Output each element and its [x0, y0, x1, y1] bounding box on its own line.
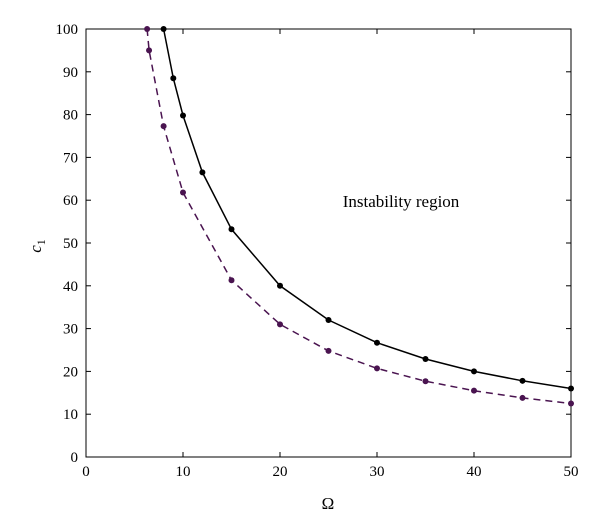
- series-2-point: [277, 321, 283, 328]
- series-2-point: [568, 400, 574, 407]
- x-tick-label: 40: [467, 464, 482, 480]
- series-1-point: [471, 368, 477, 375]
- y-tick-label: 50: [63, 236, 78, 252]
- y-tick-label: 30: [63, 322, 78, 338]
- series-1-point: [519, 377, 526, 384]
- series-1-point: [180, 112, 186, 119]
- annotation-instability-region: Instability region: [343, 192, 460, 211]
- series-1-point: [170, 75, 177, 82]
- series-2-point: [228, 277, 235, 284]
- series-2-line: [146, 28, 572, 405]
- series-2-point: [374, 365, 380, 372]
- series-2-point: [144, 26, 151, 32]
- y-axis-label: c1: [26, 239, 48, 253]
- y-tick-label: 0: [71, 450, 79, 466]
- series-1-point: [228, 226, 235, 233]
- y-tick-label: 20: [63, 364, 78, 380]
- x-axis-label: Ω: [322, 494, 335, 513]
- series-2-point: [325, 347, 332, 354]
- series-2-point: [180, 189, 186, 196]
- series-1-point: [160, 26, 167, 32]
- x-tick-label: 20: [273, 464, 288, 480]
- series-1-point: [277, 282, 283, 289]
- y-tick-label: 80: [63, 108, 78, 124]
- series-1-line: [162, 28, 572, 390]
- series-1-point: [568, 385, 574, 392]
- y-tick-label: 10: [63, 407, 78, 423]
- y-tick-label: 60: [63, 193, 78, 209]
- series-1-point: [325, 317, 332, 324]
- series-2-point: [471, 387, 477, 394]
- series-2-point: [422, 378, 429, 385]
- x-tick-label: 30: [370, 464, 385, 480]
- y-tick-label: 70: [63, 150, 78, 166]
- series-2-point: [160, 123, 167, 130]
- y-tick-label: 40: [63, 279, 78, 295]
- y-tick-label: 90: [63, 65, 78, 81]
- axis-ticks: 0 10 20 30 40 50 0 10 20 30 40 50 60 70 80 90 100: [56, 22, 579, 480]
- series-2-point: [519, 394, 526, 401]
- x-tick-label: 10: [176, 464, 191, 480]
- x-tick-label: 0: [82, 464, 90, 480]
- y-axis-label-main: c: [26, 245, 45, 253]
- x-tick-label: 50: [564, 464, 579, 480]
- series-1-point: [422, 355, 429, 362]
- series-1-point: [199, 169, 206, 176]
- series-2-point: [146, 47, 153, 54]
- plot-frame: [85, 28, 572, 458]
- series-layer: [144, 26, 574, 407]
- y-axis-label-subscript: 1: [34, 239, 48, 245]
- series-1-point: [374, 339, 380, 346]
- y-tick-label: 100: [56, 22, 79, 38]
